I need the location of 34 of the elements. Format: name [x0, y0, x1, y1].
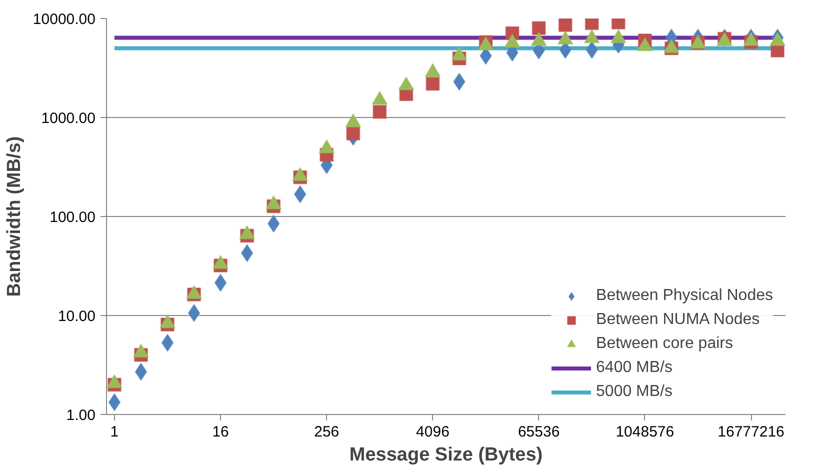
point [240, 244, 254, 262]
legend-label: Between NUMA Nodes [596, 311, 760, 329]
point [346, 126, 360, 140]
x-axis-title: Message Size (Bytes) [349, 444, 543, 466]
point [214, 274, 227, 292]
legend-label: 5000 MB/s [596, 383, 672, 401]
y-tick-label: 1000.00 [41, 110, 96, 127]
point [108, 393, 121, 412]
point [532, 21, 546, 36]
x-tick-label: 4096 [416, 424, 450, 440]
x-tick-label: 1048576 [616, 424, 674, 440]
point [586, 40, 598, 59]
point [161, 334, 174, 352]
y-tick-label: 100.00 [50, 209, 96, 226]
x-tick-label: 16777216 [718, 424, 784, 440]
x-tick-label: 65536 [518, 424, 560, 440]
point [188, 304, 200, 322]
legend-label: 6400 MB/s [596, 359, 672, 377]
y-axis-title: Bandwidth (MB/s) [4, 136, 25, 297]
point [372, 104, 387, 119]
point [558, 18, 572, 32]
legend-label: Between Physical Nodes [596, 287, 773, 305]
point [584, 18, 599, 30]
y-tick-label: 10.00 [58, 308, 96, 325]
x-tick-label: 1 [110, 424, 119, 440]
x-tick-label: 16 [212, 424, 229, 440]
legend-label: Between core pairs [596, 335, 733, 353]
point [134, 362, 148, 381]
point [426, 76, 440, 91]
point [267, 214, 280, 233]
y-tick-label: 10000.00 [32, 11, 96, 28]
y-tick-label: 1.00 [66, 407, 96, 424]
point [294, 185, 306, 204]
x-tick-label: 256 [314, 424, 340, 440]
